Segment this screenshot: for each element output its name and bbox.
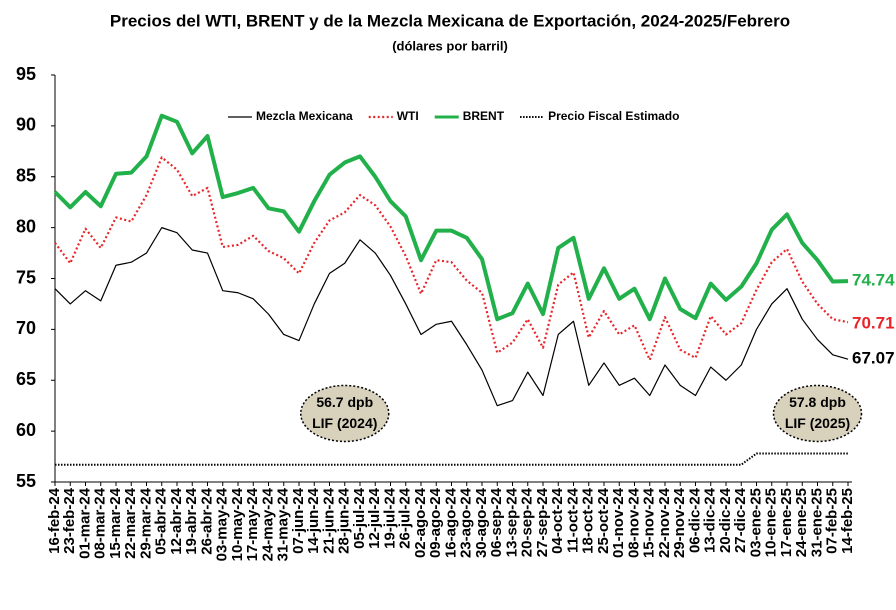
x-tick-label: 10-ene-25 — [763, 488, 780, 557]
x-tick-label: 16-feb-24 — [46, 487, 63, 554]
x-tick-label: 11-oct-24 — [564, 487, 581, 553]
x-tick-label: 30-ago-24 — [473, 487, 490, 558]
x-tick-label: 12-jul-24 — [366, 487, 383, 549]
x-tick-label: 12-abr-24 — [168, 487, 185, 554]
legend-label: WTI — [397, 109, 419, 123]
x-tick-label: 20-dic-24 — [717, 487, 734, 553]
chart-title: Precios del WTI, BRENT y de la Mezcla Me… — [110, 11, 790, 30]
x-tick-label: 19-abr-24 — [183, 487, 200, 554]
x-tick-label: 13-dic-24 — [702, 487, 719, 553]
x-tick-label: 02-ago-24 — [412, 487, 429, 558]
chart-subtitle: (dólares por barril) — [392, 38, 508, 53]
y-tick-label: 60 — [16, 420, 36, 440]
y-tick-label: 90 — [16, 115, 36, 135]
x-tick-label: 22-mar-24 — [122, 487, 139, 559]
x-tick-label: 27-sep-24 — [534, 487, 551, 557]
x-tick-label: 24-ene-25 — [793, 488, 810, 557]
x-tick-label: 24-may-24 — [259, 487, 276, 561]
y-tick-label: 55 — [16, 471, 36, 491]
annotation-text: 57.8 dpb — [789, 394, 846, 410]
x-tick-label: 09-ago-24 — [427, 487, 444, 558]
x-tick-label: 25-oct-24 — [595, 487, 612, 554]
x-tick-label: 29-mar-24 — [137, 487, 154, 559]
y-tick-label: 65 — [16, 369, 36, 389]
x-tick-label: 07-feb-25 — [824, 488, 841, 554]
series-line — [53, 113, 849, 322]
x-tick-label: 06-sep-24 — [488, 487, 505, 557]
x-tick-label: 17-may-24 — [244, 487, 261, 561]
legend-label: BRENT — [463, 109, 505, 123]
x-tick-label: 29-nov-24 — [671, 487, 688, 558]
x-tick-label: 31-ene-25 — [808, 488, 825, 557]
annotation-text: LIF (2025) — [785, 415, 850, 431]
x-tick-label: 13-sep-24 — [503, 487, 520, 557]
x-tick-label: 26-jul-24 — [397, 487, 414, 549]
annotation-text: LIF (2024) — [312, 415, 377, 431]
y-tick-label: 75 — [16, 267, 36, 287]
x-tick-label: 04-oct-24 — [549, 487, 566, 554]
x-tick-label: 05-abr-24 — [153, 487, 170, 554]
x-tick-label: 16-ago-24 — [442, 487, 459, 558]
x-tick-label: 10-may-24 — [229, 487, 246, 561]
annotation-text: 56.7 dpb — [316, 394, 373, 410]
y-tick-label: 85 — [16, 166, 36, 186]
x-tick-label: 18-oct-24 — [580, 487, 597, 554]
x-tick-label: 07-jun-24 — [290, 487, 307, 554]
x-tick-label: 06-dic-24 — [686, 487, 703, 553]
x-tick-label: 23-feb-24 — [61, 487, 78, 554]
end-value-label: 70.71 — [852, 314, 895, 333]
x-tick-label: 01-mar-24 — [76, 487, 93, 559]
end-value-label: 74.74 — [852, 271, 895, 290]
x-tick-label: 14-jun-24 — [305, 487, 322, 554]
x-tick-label: 14-feb-25 — [839, 488, 856, 554]
end-value-label: 67.07 — [852, 349, 895, 368]
annotation-bubble — [772, 384, 863, 443]
x-tick-label: 23-ago-24 — [458, 487, 475, 558]
x-tick-label: 01-nov-24 — [610, 487, 627, 558]
x-tick-label: 08-nov-24 — [625, 487, 642, 558]
x-tick-label: 08-mar-24 — [92, 487, 109, 559]
y-tick-label: 80 — [16, 216, 36, 236]
x-tick-label: 21-jun-24 — [320, 487, 337, 554]
y-tick-label: 70 — [16, 318, 36, 338]
x-tick-label: 03-ene-25 — [747, 488, 764, 557]
x-tick-label: 28-jun-24 — [336, 487, 353, 554]
x-tick-label: 27-dic-24 — [732, 487, 749, 553]
x-tick-label: 03-may-24 — [214, 487, 231, 561]
x-tick-label: 20-sep-24 — [519, 487, 536, 557]
x-tick-label: 19-jul-24 — [381, 487, 398, 549]
series-line — [54, 156, 849, 361]
x-tick-label: 05-jul-24 — [351, 487, 368, 549]
series-line — [54, 227, 849, 407]
y-tick-label: 95 — [16, 64, 36, 84]
x-tick-label: 15-nov-24 — [641, 487, 658, 558]
x-tick-label: 15-mar-24 — [107, 487, 124, 559]
x-tick-label: 26-abr-24 — [198, 487, 215, 554]
annotation-bubble — [300, 384, 390, 443]
x-tick-label: 31-may-24 — [275, 487, 292, 561]
x-tick-label: 22-nov-24 — [656, 487, 673, 558]
x-tick-label: 17-ene-25 — [778, 488, 795, 557]
series-line — [55, 452, 848, 466]
legend-label: Precio Fiscal Estimado — [548, 109, 679, 123]
legend-label: Mezcla Mexicana — [256, 109, 353, 123]
